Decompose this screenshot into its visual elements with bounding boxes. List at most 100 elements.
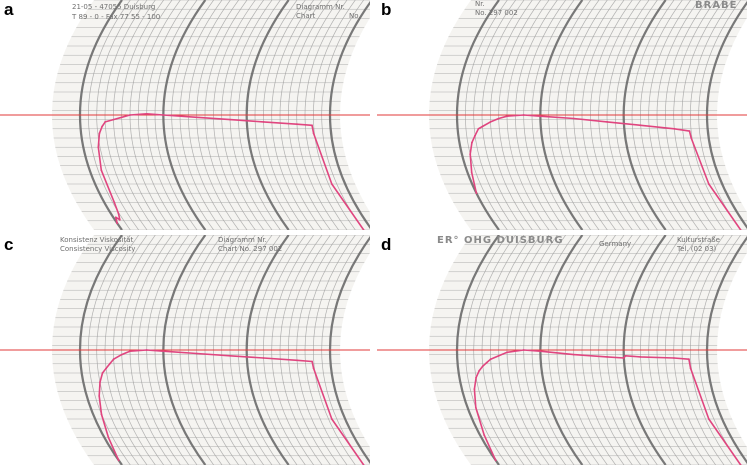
chart-panel-a: a 21-05 - 47055 Duisburg T 89 - 0 - Fax … [0,0,370,230]
chart-header-text: 21-05 - 47055 Duisburg [72,3,156,11]
trace-point [97,146,100,149]
trace-point [489,121,492,123]
trace-point [101,125,103,128]
trace-point [689,367,692,370]
trace-point [470,171,473,174]
trace-point [471,141,473,144]
chart-header-text: Consistency Viscosity [60,245,136,253]
trace-point [312,367,315,370]
panel-label: b [380,0,395,20]
trace-point [485,361,488,364]
trace-point [162,350,165,353]
trace-point [113,201,116,204]
trace-point [506,351,508,354]
trace-point [262,357,265,359]
trace-point [330,418,333,420]
trace-point [572,353,575,356]
trace-point [120,353,123,356]
trace-point [195,116,198,119]
trace-point [112,118,115,121]
trace-point [296,359,298,362]
trace-point [100,169,103,172]
trace-point [474,134,476,137]
chart-header-text: No. 297 002 [475,9,518,17]
recorder-chart-d [377,235,747,465]
chart-header-text: No. [349,12,361,20]
trace-point [473,388,476,390]
trace-point [129,114,131,116]
trace-point [112,358,115,361]
trace-point [229,118,232,121]
chart-header-text: Kulturstraße [677,236,720,244]
trace-point [572,117,575,120]
trace-point [522,349,525,351]
trace-point [690,137,693,139]
trace-point [117,213,120,215]
panel-label: c [3,235,17,255]
trace-point [311,124,313,127]
recorder-chart-a [0,0,370,230]
recorder-chart-b [377,0,747,230]
trace-point [120,116,123,119]
trace-point [639,124,642,127]
trace-point [162,114,165,116]
trace-point [118,218,121,221]
trace-point [107,436,110,439]
trace-point [688,358,690,361]
chart-header-text: Diagramm Nr. [296,3,345,11]
trace-point [707,183,710,185]
trace-point [229,354,232,357]
trace-point [497,354,500,357]
chart-header-text: Chart [296,12,316,20]
chart-header-text: BRABE [695,0,738,11]
trace-point [98,395,101,397]
trace-point [539,115,542,118]
trace-point [312,132,315,135]
trace-point [362,229,365,230]
chart-header-text: Nr. [475,0,485,8]
trace-point [639,356,642,358]
chart-header-text: Tel. (02 03) [677,245,717,253]
trace-point [673,357,675,359]
chart-panel-d: d ER° OHG DUISBURG Germany Kulturstraße … [377,235,747,465]
trace-point [145,349,148,351]
trace-point [483,434,486,436]
trace-point [481,365,484,367]
trace-point [478,369,481,372]
trace-point [105,367,107,370]
chart-panel-b: b Nr. No. 297 002 BRABE [377,0,747,230]
panel-label: a [3,0,17,20]
trace-point [475,376,477,379]
chart-panel-c: c Konsistenz Viskosität Consistency Visc… [0,235,370,465]
trace-point [474,406,477,409]
panel-label: d [380,235,395,255]
trace-point [98,132,101,135]
trace-point [262,121,265,123]
trace-point [108,362,111,365]
trace-point [497,117,500,120]
trace-point [114,216,117,219]
trace-point [606,356,609,358]
chart-header-text: Konsistenz Viskosität [60,236,134,244]
trace-point [673,127,676,130]
trace-point [489,358,492,361]
trace-point [129,350,131,353]
trace-point [195,352,198,355]
trace-point [104,121,107,123]
trace-point [101,372,104,374]
trace-point [116,222,118,225]
trace-point [624,354,627,357]
trace-point [506,115,508,118]
trace-point [739,229,742,230]
recorder-chart-c [0,235,370,465]
chart-header-text: Diagramm Nr. [218,236,267,244]
trace-point [475,192,478,195]
trace-point [311,360,313,363]
trace-point [469,153,472,156]
trace-point [707,418,710,420]
trace-point [522,114,525,116]
trace-point [539,350,542,353]
trace-series-0 [469,114,742,230]
trace-point [494,459,497,462]
trace-point [481,125,484,128]
